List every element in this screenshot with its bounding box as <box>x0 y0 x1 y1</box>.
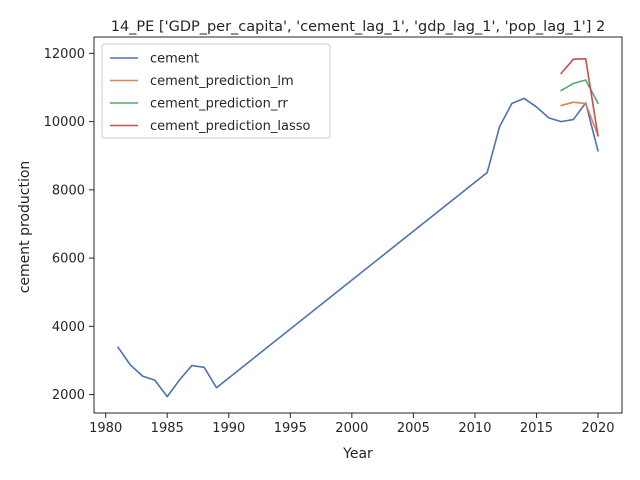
legend-label-cement-prediction-rr: cement_prediction_rr <box>150 97 288 112</box>
y-tick-label: 4000 <box>52 320 85 335</box>
legend-label-cement-prediction-lasso: cement_prediction_lasso <box>150 119 310 134</box>
x-tick-label: 2005 <box>397 421 430 436</box>
x-tick-label: 2010 <box>458 421 491 436</box>
chart-title: 14_PE ['GDP_per_capita', 'cement_lag_1',… <box>111 19 606 35</box>
y-tick-label: 2000 <box>52 388 85 403</box>
y-tick-label: 6000 <box>52 252 85 267</box>
legend-label-cement: cement <box>150 52 199 67</box>
y-tick-label: 8000 <box>52 183 85 198</box>
x-tick-label: 1985 <box>151 421 184 436</box>
series-lines <box>117 58 599 398</box>
x-tick-label: 2015 <box>520 421 553 436</box>
x-axis-label: Year <box>342 446 373 462</box>
series-line-cement <box>117 97 599 398</box>
x-tick-label: 1980 <box>89 421 122 436</box>
series-line-cement-prediction-rr <box>560 79 599 104</box>
y-tick-label: 12000 <box>44 47 85 62</box>
y-axis-label: cement production <box>17 161 33 294</box>
x-tick-label: 1995 <box>274 421 307 436</box>
series-line-cement-prediction-lasso <box>560 58 599 137</box>
legend-box <box>101 43 331 139</box>
x-tick-label: 2020 <box>581 421 614 436</box>
y-tick-label: 10000 <box>44 115 85 130</box>
plot-frame <box>93 36 623 414</box>
x-tick-label: 2000 <box>335 421 368 436</box>
series-line-cement-prediction-lm <box>560 101 599 137</box>
legend: cement cement_prediction_lm cement_predict… <box>101 43 331 139</box>
x-axis-ticks: 1980 1985 1990 1995 2000 2005 2010 2015 2020 <box>89 413 615 436</box>
y-axis-ticks: 2000 4000 6000 8000 10000 12000 <box>44 47 94 403</box>
x-tick-label: 1990 <box>212 421 245 436</box>
legend-label-cement-prediction-lm: cement_prediction_lm <box>150 74 294 89</box>
